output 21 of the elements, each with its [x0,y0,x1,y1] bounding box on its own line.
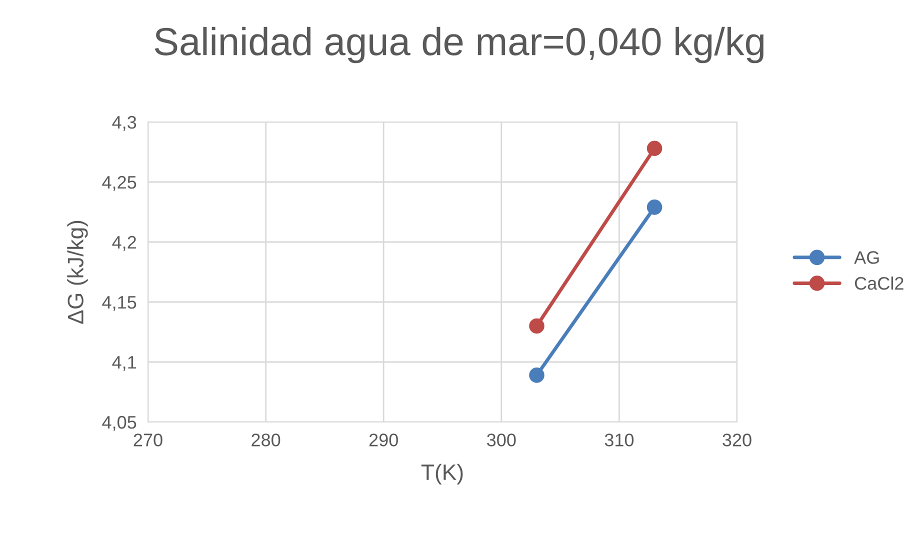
point [646,200,662,215]
x-tick-label: 310 [604,434,634,446]
legend-label: CaCl2 [854,276,904,290]
x-tick-label: 280 [252,434,280,446]
point [529,368,544,383]
y-tick-label: 4,1 [112,356,136,371]
chart-title: Salinidad agua de mar=0,040 kg/kg [154,26,764,64]
y-tick-label: 4,2 [112,236,136,251]
legend-label: AG [854,251,879,264]
x-axis-title: T(K) [421,464,463,485]
x-tick-label: 270 [134,434,162,446]
x-tick-label: 300 [487,434,516,446]
y-tick-label: 4,3 [112,116,136,131]
y-tick-label: 4,05 [102,416,136,431]
x-tick-label: 320 [722,434,752,446]
y-tick-label: 4,25 [102,176,136,191]
point [529,318,544,334]
y-tick-label: 4,15 [102,296,136,311]
point [646,140,662,156]
y-axis-title: ΔG (kJ/kg) [67,220,88,324]
x-tick-label: 290 [369,434,398,446]
